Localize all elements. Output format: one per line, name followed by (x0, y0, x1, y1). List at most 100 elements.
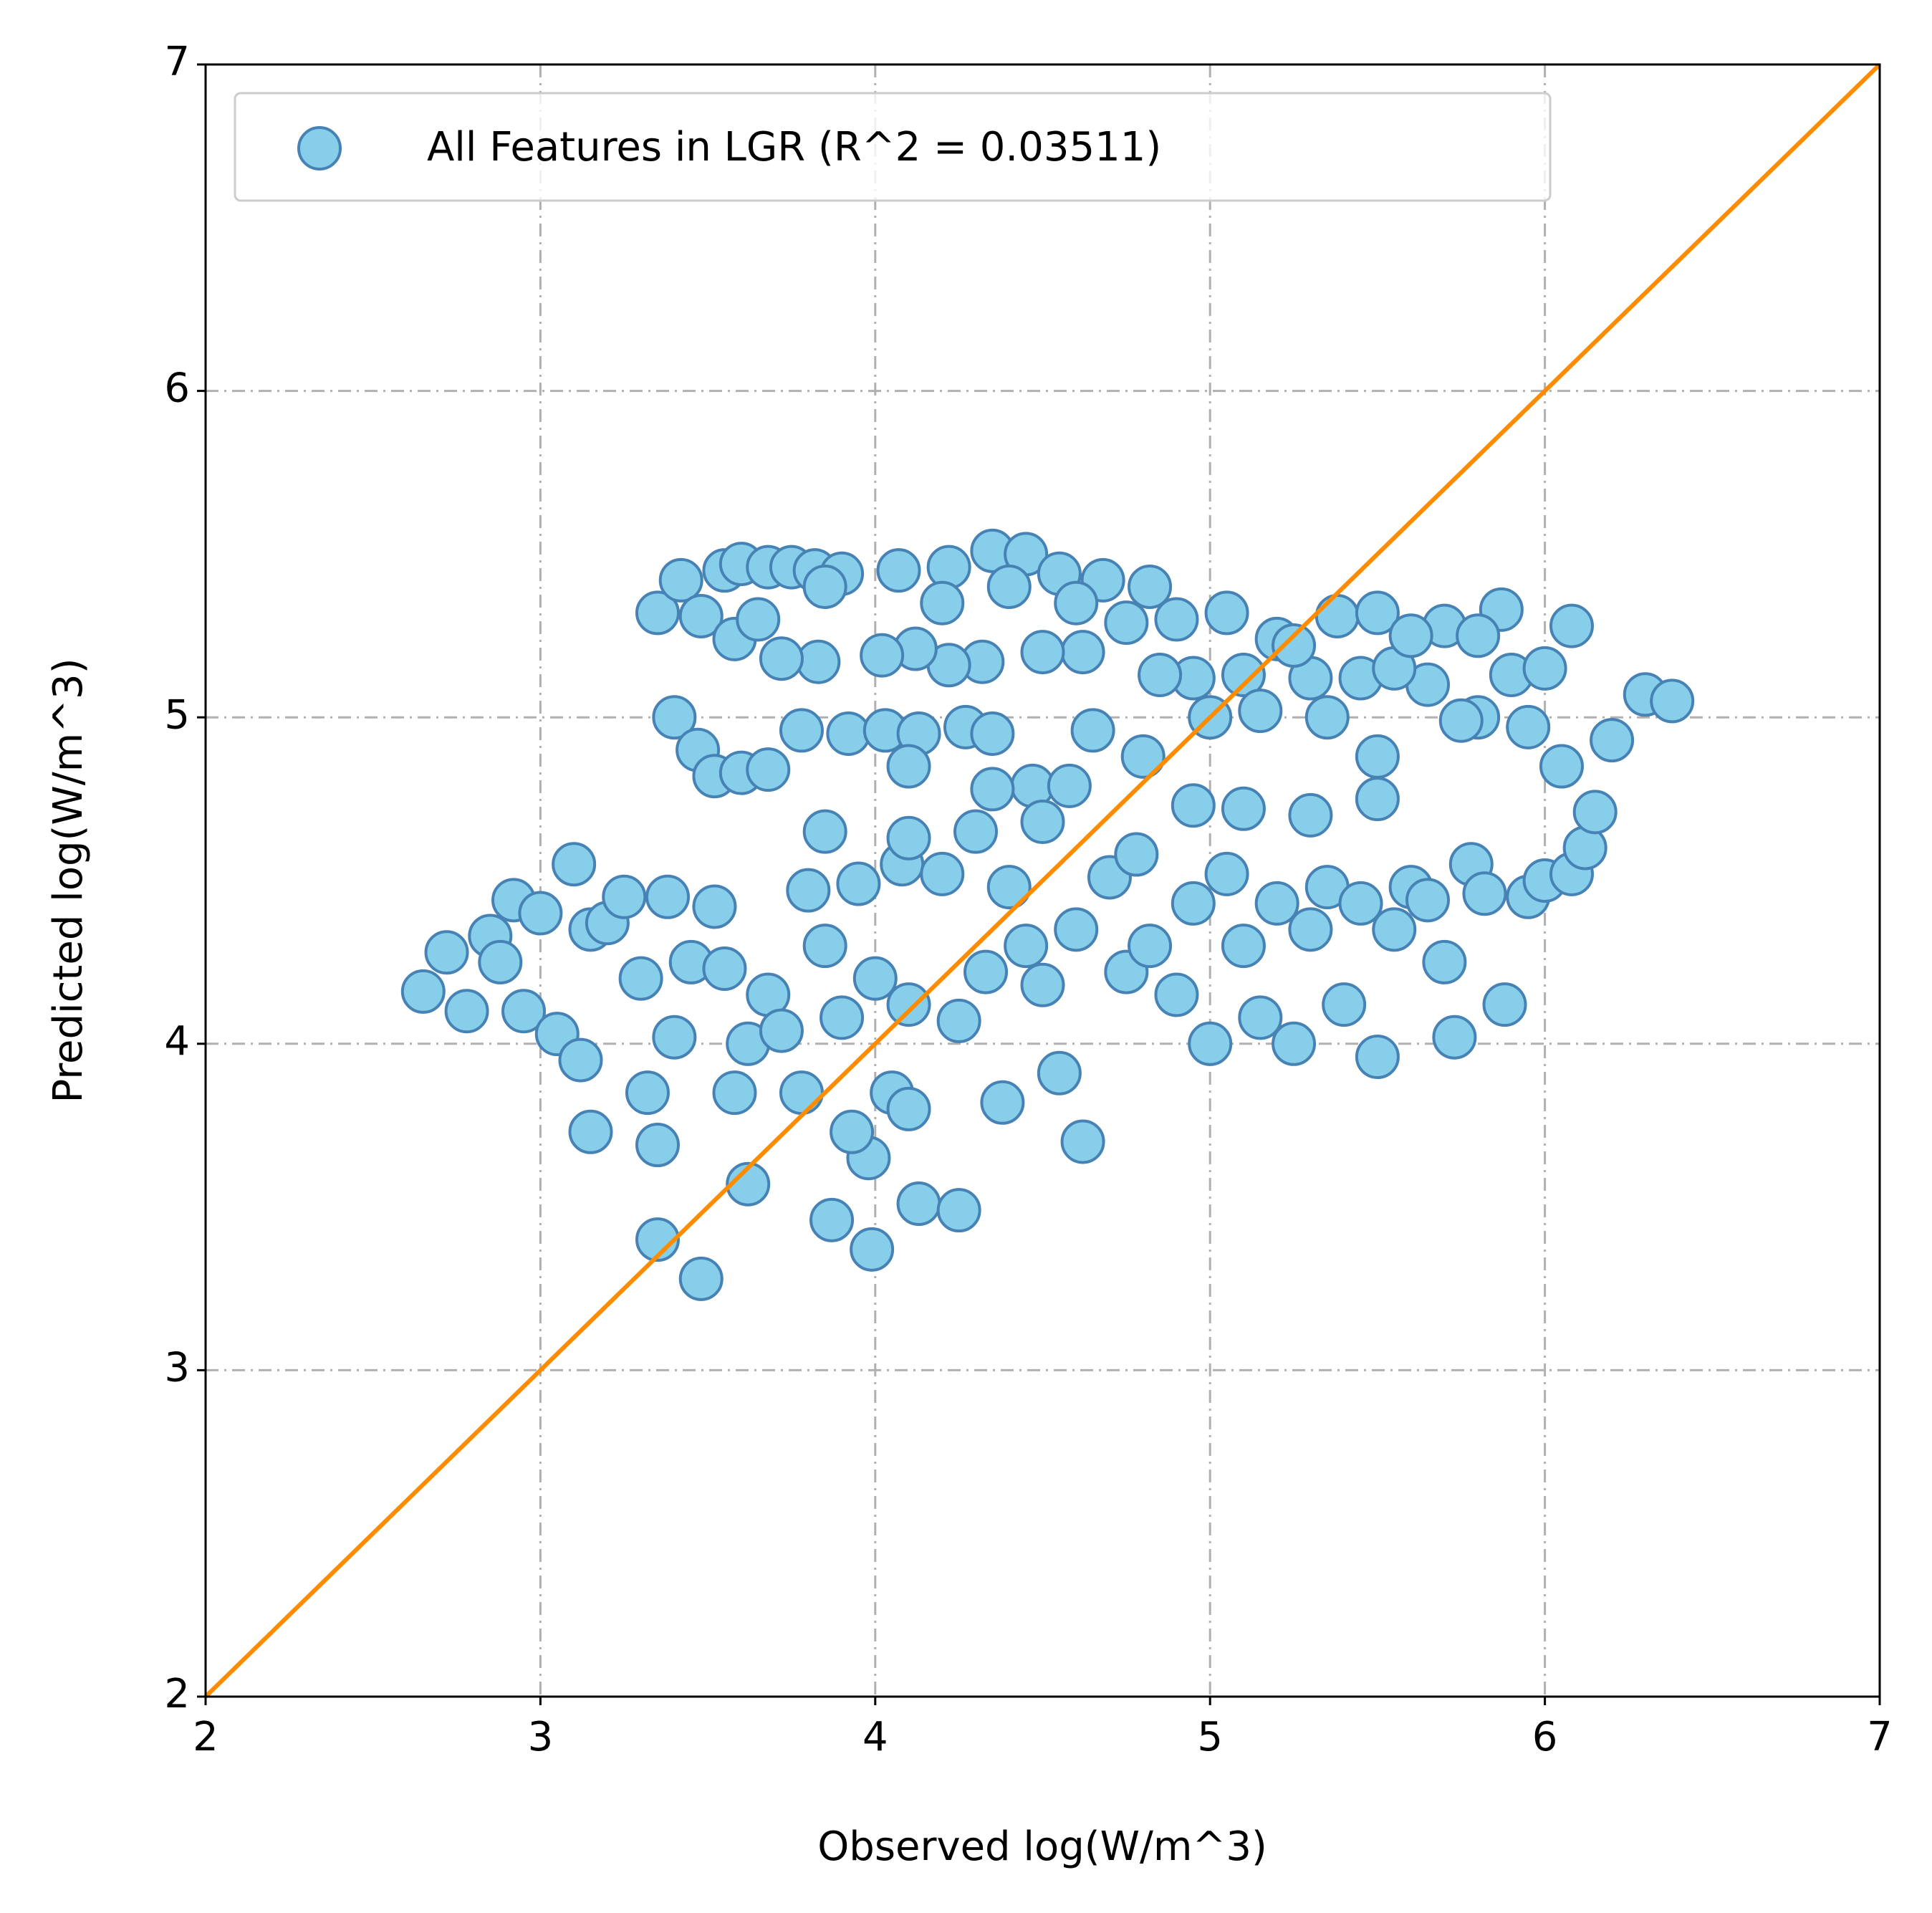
point (400, 969, 446, 1014)
point (1221, 786, 1266, 831)
point (1254, 881, 1299, 926)
point (836, 861, 881, 906)
point (702, 946, 747, 992)
point (1037, 1050, 1082, 1095)
point (678, 593, 724, 638)
point (1288, 792, 1333, 838)
point (852, 956, 898, 1001)
point (963, 949, 1009, 994)
point (980, 1080, 1025, 1125)
reference-line (203, 62, 1882, 1699)
point (1138, 652, 1183, 697)
y-tick-label: 2 (164, 1671, 190, 1717)
point (970, 711, 1015, 756)
point (692, 884, 737, 929)
x-tick-label: 2 (193, 1714, 218, 1760)
point (1060, 630, 1105, 675)
y-tick-label: 5 (164, 691, 190, 738)
point (726, 1161, 771, 1207)
point (652, 695, 697, 740)
point (936, 998, 981, 1043)
x-tick-label: 7 (1867, 1714, 1893, 1760)
point (1238, 995, 1283, 1040)
point (635, 590, 680, 636)
legend-label: All Features in LGR (R^2 = 0.03511) (427, 124, 1161, 171)
point (886, 982, 931, 1027)
point (886, 744, 931, 789)
point (876, 548, 921, 593)
x-axis-label: Observed log(W/m^3) (817, 1823, 1267, 1870)
x-tick-label: 6 (1532, 1714, 1558, 1760)
point (1355, 1035, 1400, 1080)
x-tick-label: 4 (862, 1714, 888, 1760)
point (802, 809, 847, 854)
point (746, 747, 791, 792)
y-tick-label: 3 (164, 1345, 190, 1391)
y-tick-label: 6 (164, 365, 190, 412)
point (444, 989, 489, 1034)
point (658, 557, 703, 603)
point (1054, 580, 1099, 625)
point (712, 1070, 757, 1116)
point (1438, 698, 1484, 743)
point (826, 711, 871, 756)
point (802, 564, 847, 609)
point (424, 930, 469, 975)
point (1054, 907, 1099, 952)
point (970, 767, 1015, 812)
point (1204, 851, 1249, 896)
point (830, 1109, 875, 1154)
point (635, 1123, 680, 1168)
point (1221, 924, 1266, 969)
point (896, 1181, 941, 1227)
point (1188, 1021, 1233, 1066)
point (1539, 744, 1584, 789)
point (1355, 590, 1400, 636)
point (953, 809, 999, 854)
y-tick-label: 7 (164, 39, 190, 85)
point (759, 1008, 804, 1053)
point (936, 1188, 981, 1233)
point (1221, 652, 1266, 697)
point (850, 1227, 895, 1272)
point (986, 564, 1032, 609)
point (1047, 763, 1092, 808)
point (558, 1037, 603, 1083)
point (779, 1070, 824, 1116)
point (1020, 962, 1065, 1007)
point (1171, 783, 1216, 828)
point (1355, 734, 1400, 779)
point (1456, 613, 1501, 658)
point (1432, 1015, 1477, 1060)
point (886, 815, 931, 860)
point (568, 1109, 613, 1154)
point (1154, 972, 1199, 1017)
point (1338, 881, 1383, 926)
point (1422, 939, 1467, 984)
x-tick-label: 5 (1197, 1714, 1223, 1760)
point (1650, 679, 1695, 724)
point (1128, 564, 1173, 609)
point (478, 939, 523, 984)
point (802, 924, 847, 969)
point (1315, 593, 1360, 638)
point (1405, 878, 1451, 923)
point (1462, 871, 1507, 916)
point (1506, 704, 1551, 749)
point (886, 1086, 931, 1131)
point (920, 851, 965, 896)
point (1522, 646, 1567, 691)
point (1590, 718, 1635, 763)
point (625, 1070, 670, 1116)
point (678, 1256, 724, 1301)
point (645, 874, 691, 919)
point (1549, 603, 1594, 648)
point (1304, 695, 1350, 740)
point (736, 597, 781, 642)
x-tick-label: 3 (528, 1714, 554, 1760)
point (1572, 790, 1618, 835)
point (1154, 597, 1199, 642)
point (1238, 689, 1283, 734)
point (1372, 907, 1417, 952)
